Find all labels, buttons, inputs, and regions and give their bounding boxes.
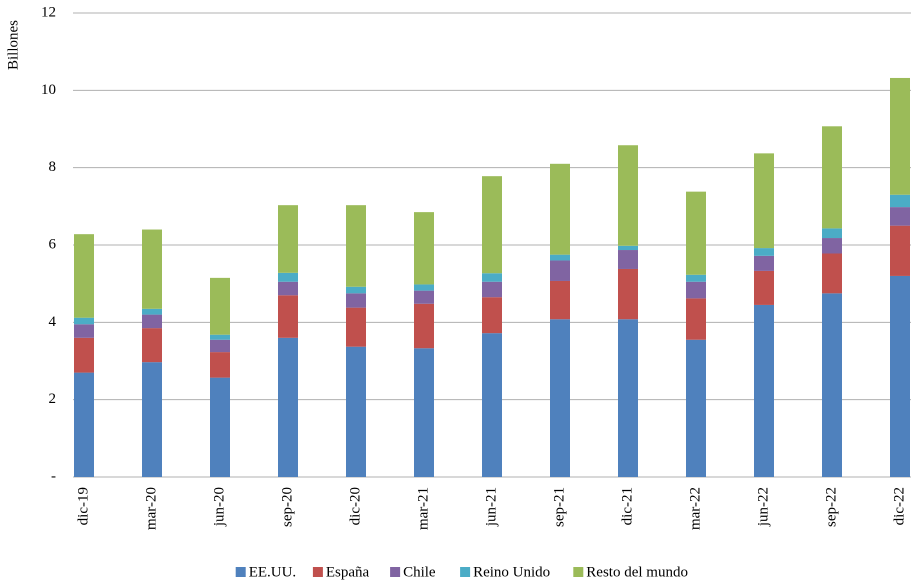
bar-segment <box>618 268 638 320</box>
legend-swatch <box>312 567 323 577</box>
bar-segment <box>346 205 366 287</box>
bar-segment <box>822 228 842 239</box>
y-axis-label: Billones <box>5 20 21 70</box>
bar-segment <box>414 303 434 349</box>
bar-segment <box>210 377 230 477</box>
bar-segment <box>754 255 774 271</box>
y-tick-label: 10 <box>41 82 56 98</box>
x-tick-label: mar-21 <box>415 487 431 530</box>
bar-segment <box>414 212 434 285</box>
x-tick-label: jun-21 <box>483 487 499 527</box>
bar-segment <box>890 77 910 195</box>
y-tick-label: 4 <box>49 314 57 330</box>
bar-segment <box>346 307 366 347</box>
bar-segment <box>414 284 434 291</box>
bar-segment <box>278 205 298 273</box>
bar-segment <box>142 328 162 363</box>
bar-segment <box>346 346 366 477</box>
bar-segment <box>890 194 910 208</box>
y-tick-label: 2 <box>49 391 57 407</box>
legend-label: Chile <box>403 564 436 580</box>
bar-segment <box>550 280 570 320</box>
bar-segment <box>278 281 298 296</box>
x-tick-label: sep-20 <box>279 487 295 527</box>
bar-segment <box>74 372 94 477</box>
bar-segment <box>210 339 230 353</box>
bar-segment <box>618 250 638 269</box>
bar-segment <box>278 272 298 282</box>
x-tick-label: dic-19 <box>75 487 91 525</box>
bar-segment <box>618 319 638 477</box>
bar-segment <box>754 270 774 305</box>
x-tick-label: dic-21 <box>619 487 635 525</box>
bar-segment <box>414 348 434 477</box>
x-tick-label: mar-20 <box>143 487 159 530</box>
bar-segment <box>890 225 910 276</box>
legend-label: Resto del mundo <box>586 564 688 580</box>
bar-segment <box>550 163 570 255</box>
bar-segment <box>210 277 230 335</box>
legend-label: Reino Unido <box>473 564 550 580</box>
bar-segment <box>142 308 162 315</box>
bar-segment <box>822 293 842 477</box>
legend-swatch <box>573 567 584 577</box>
bar-segment <box>482 176 502 274</box>
bar-segment <box>686 339 706 477</box>
bar-segment <box>210 334 230 340</box>
y-tick-label: 8 <box>49 159 57 175</box>
bar-segment <box>278 295 298 338</box>
bar-segment <box>822 253 842 294</box>
bar-segment <box>686 191 706 275</box>
bar-segment <box>754 248 774 256</box>
bar-segment <box>890 207 910 226</box>
bar-segment <box>686 298 706 340</box>
bar-segment <box>618 145 638 246</box>
legend-swatch <box>390 567 401 577</box>
bar-segment <box>482 281 502 298</box>
y-tick-label: 12 <box>41 4 56 20</box>
bar-segment <box>550 254 570 261</box>
bar-segment <box>414 290 434 304</box>
bar-segment <box>482 333 502 477</box>
bar-segment <box>74 324 94 338</box>
legend-swatch <box>460 567 471 577</box>
bar-segment <box>74 234 94 318</box>
bar-segment <box>754 153 774 249</box>
bar-segment <box>482 297 502 334</box>
bar-segment <box>890 275 910 477</box>
x-tick-label: dic-20 <box>347 487 363 525</box>
bar-segment <box>278 337 298 477</box>
legend-label: España <box>326 564 370 580</box>
bar-segment <box>210 352 230 378</box>
legend-swatch <box>235 567 246 577</box>
bar-segment <box>142 314 162 329</box>
x-tick-label: jun-22 <box>755 487 771 527</box>
bar-segment <box>142 229 162 309</box>
bar-segment <box>74 317 94 325</box>
bar-segment <box>686 274 706 282</box>
bar-segment <box>822 238 842 254</box>
x-tick-label: sep-21 <box>551 487 567 527</box>
legend-label: EE.UU. <box>249 564 297 580</box>
bar-segment <box>686 281 706 299</box>
x-tick-label: sep-22 <box>823 487 839 527</box>
bar-segment <box>142 362 162 477</box>
bar-segment <box>74 337 94 373</box>
x-tick-label: jun-20 <box>211 487 227 527</box>
y-tick-label: - <box>51 468 56 484</box>
x-tick-label: dic-22 <box>891 487 907 525</box>
bar-segment <box>618 245 638 251</box>
bar-segment <box>346 293 366 308</box>
bar-segment <box>346 286 366 294</box>
bar-segment <box>754 304 774 477</box>
x-tick-label: mar-22 <box>687 487 703 530</box>
y-tick-label: 6 <box>49 236 57 252</box>
bar-segment <box>550 260 570 281</box>
bar-segment <box>482 273 502 282</box>
bar-segment <box>822 126 842 229</box>
bar-segment <box>550 319 570 477</box>
